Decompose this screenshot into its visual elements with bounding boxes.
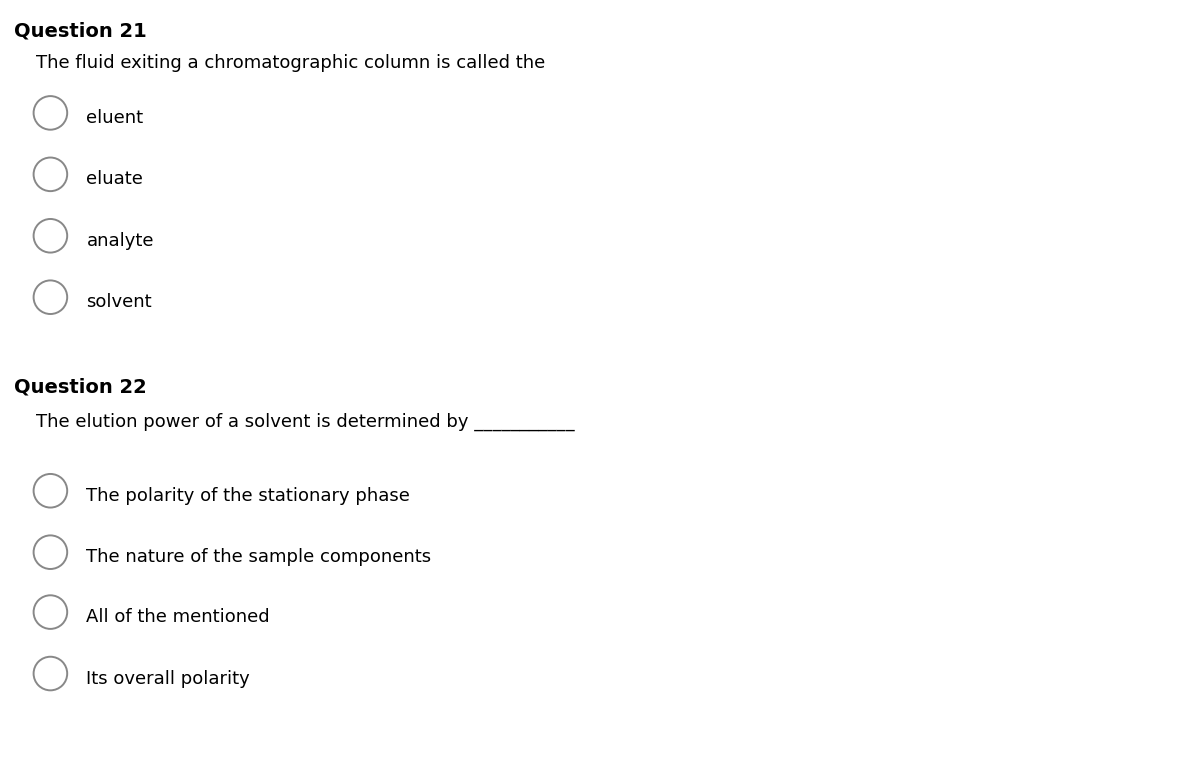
Text: eluent: eluent [86, 109, 144, 127]
Text: solvent: solvent [86, 293, 152, 311]
Text: analyte: analyte [86, 232, 154, 250]
Text: Its overall polarity: Its overall polarity [86, 670, 250, 687]
Text: The polarity of the stationary phase: The polarity of the stationary phase [86, 487, 410, 505]
Text: All of the mentioned: All of the mentioned [86, 608, 270, 626]
Text: The elution power of a solvent is determined by ___________: The elution power of a solvent is determ… [36, 413, 575, 432]
Text: eluate: eluate [86, 170, 143, 188]
Text: Question 22: Question 22 [14, 378, 148, 397]
Text: The nature of the sample components: The nature of the sample components [86, 548, 432, 566]
Text: Question 21: Question 21 [14, 22, 148, 41]
Text: The fluid exiting a chromatographic column is called the: The fluid exiting a chromatographic colu… [36, 54, 545, 71]
